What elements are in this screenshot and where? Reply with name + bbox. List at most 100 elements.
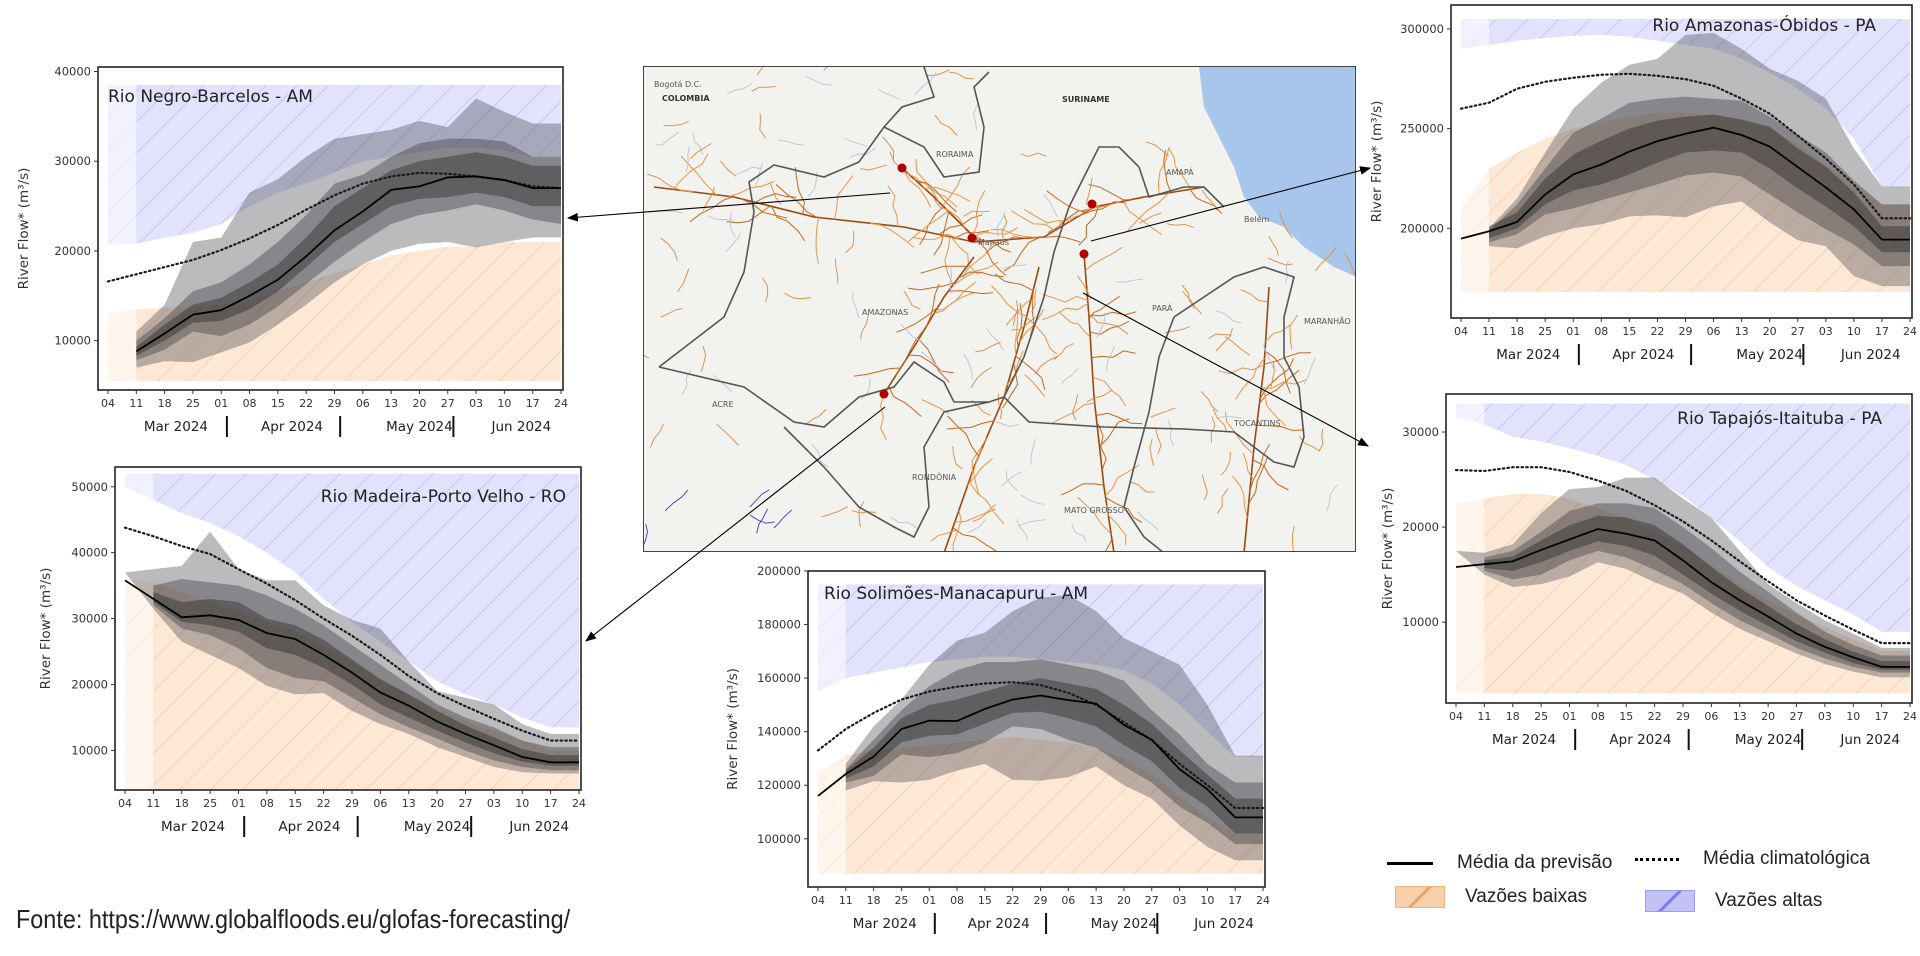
legend-climatology: Média climatológica xyxy=(1635,848,1870,870)
y-tick-label: 30000 xyxy=(54,154,91,168)
x-tick-label: 10 xyxy=(1847,325,1861,338)
y-axis-label: River Flow* (m³/s) xyxy=(1369,101,1385,223)
map-label-rondonia: RONDÔNIA xyxy=(912,471,957,482)
ensemble-band-inner xyxy=(153,592,579,766)
source-caption: Fonte: https://www.globalfloods.eu/glofa… xyxy=(16,904,571,934)
x-tick-label: 04 xyxy=(1449,710,1463,723)
map-label-roraima: RORAIMA xyxy=(936,150,974,159)
station-porto-velho[interactable] xyxy=(879,389,889,399)
x-tick-label: 06 xyxy=(1707,325,1721,338)
high-flow-swatch-icon xyxy=(1645,890,1695,912)
chart-rio-negro-barcelos: Rio Negro-Barcelos - AM 10000 20000 30000 40… xyxy=(16,64,568,437)
x-tick-label: 24 xyxy=(1903,325,1917,338)
plot-area xyxy=(1446,394,1912,703)
ensemble-band-outer xyxy=(845,595,1263,861)
station-manacapuru[interactable] xyxy=(967,233,977,243)
x-tick-label: 27 xyxy=(1791,325,1805,338)
month-label: May 2024 xyxy=(1091,916,1158,932)
y-tick-label: 160000 xyxy=(757,671,801,685)
legend-climatology-label: Média climatológica xyxy=(1703,848,1870,869)
x-tick-label: 18 xyxy=(158,397,172,410)
map-label-colombia: COLOMBIA xyxy=(662,94,710,103)
ensemble-band-outer xyxy=(1456,477,1910,678)
x-tick-label: 17 xyxy=(1228,894,1242,907)
legend: Média da previsão Média climatológica Va… xyxy=(1385,842,1920,922)
y-tick-label: 20000 xyxy=(54,244,91,258)
x-tick-label: 18 xyxy=(1510,325,1524,338)
x-tick-label: 29 xyxy=(1676,710,1690,723)
plot-area xyxy=(98,67,563,390)
ensemble-band-middle xyxy=(1489,96,1910,267)
map-label-suriname: SURINAME xyxy=(1062,95,1110,104)
y-tick-label: 200000 xyxy=(757,564,801,578)
x-tick-label: 08 xyxy=(1591,710,1605,723)
chart-title: Rio Amazonas-Óbidos - PA xyxy=(1652,14,1876,36)
x-tick-label: 22 xyxy=(1006,894,1020,907)
past-week-shade xyxy=(98,67,137,390)
x-tick-label: 10 xyxy=(1200,894,1214,907)
low-flow-area xyxy=(1461,112,1910,293)
low-flow-area xyxy=(1456,493,1910,694)
x-tick-label: 08 xyxy=(260,797,274,810)
x-tick-label: 27 xyxy=(459,797,473,810)
y-tick-label: 10000 xyxy=(1402,615,1439,629)
x-tick-label: 17 xyxy=(1875,325,1889,338)
plot-area xyxy=(808,571,1265,887)
month-label: Jun 2024 xyxy=(1193,916,1254,932)
x-tick-label: 24 xyxy=(572,797,586,810)
station-barcelos[interactable] xyxy=(897,163,907,173)
map-label-para: PARÁ xyxy=(1152,302,1173,313)
y-tick-label: 200000 xyxy=(1400,221,1444,235)
x-tick-label: 08 xyxy=(243,397,257,410)
y-tick-label: 20000 xyxy=(71,678,108,692)
map-label-tocantins: TOCANTINS xyxy=(1233,419,1281,428)
x-tick-label: 03 xyxy=(469,397,483,410)
chart-title: Rio Solimões-Manacapuru - AM xyxy=(824,584,1088,604)
y-tick-label: 250000 xyxy=(1400,122,1444,136)
past-week-shade xyxy=(115,467,154,790)
x-tick-label: 17 xyxy=(1875,710,1889,723)
x-tick-label: 22 xyxy=(299,397,313,410)
x-tick-label: 13 xyxy=(1735,325,1749,338)
x-tick-label: 03 xyxy=(487,797,501,810)
x-tick-label: 24 xyxy=(1256,894,1270,907)
plot-frame xyxy=(1450,4,1913,319)
x-tick-label: 03 xyxy=(1173,894,1187,907)
month-label: Jun 2024 xyxy=(490,419,551,435)
month-label: Mar 2024 xyxy=(1496,347,1560,363)
y-tick-label: 140000 xyxy=(757,725,801,739)
y-tick-label: 20000 xyxy=(1402,520,1439,534)
month-label: May 2024 xyxy=(386,419,453,435)
x-tick-label: 18 xyxy=(867,894,881,907)
past-week-shade xyxy=(808,571,846,887)
map-label-belem: Belém xyxy=(1244,214,1270,224)
map-label-manaus: Manaus xyxy=(978,238,1009,247)
plot-frame xyxy=(114,466,582,791)
x-tick-label: 01 xyxy=(922,894,936,907)
low-flow-swatch-icon xyxy=(1395,886,1445,908)
x-tick-label: 11 xyxy=(146,797,160,810)
x-tick-label: 22 xyxy=(1650,325,1664,338)
x-tick-label: 13 xyxy=(1733,710,1747,723)
x-tick-label: 01 xyxy=(232,797,246,810)
station-itaituba[interactable] xyxy=(1079,249,1089,259)
x-tick-label: 15 xyxy=(271,397,285,410)
dotted-line-icon xyxy=(1635,857,1679,861)
x-tick-label: 15 xyxy=(1622,325,1636,338)
legend-forecast-mean: Média da previsão xyxy=(1387,852,1612,874)
y-tick-label: 10000 xyxy=(54,334,91,348)
chart-rio-tapajos-itaituba: Rio Tapajós-Itaituba - PA 10000 20000 30000… xyxy=(1380,393,1917,750)
x-tick-label: 11 xyxy=(1477,710,1491,723)
high-flow-area xyxy=(108,84,561,245)
station-obidos[interactable] xyxy=(1087,199,1097,209)
plot-frame xyxy=(1445,393,1913,704)
x-tick-label: 06 xyxy=(356,397,370,410)
ensemble-band-middle xyxy=(153,579,579,771)
high-flow-area xyxy=(1461,18,1910,187)
climatology-mean-line xyxy=(106,171,563,283)
solid-line-icon xyxy=(1387,861,1433,865)
y-tick-label: 300000 xyxy=(1400,22,1444,36)
map-label-amapa: AMAPÁ xyxy=(1166,166,1194,177)
x-tick-label: 29 xyxy=(1679,325,1693,338)
y-axis-label: River Flow* (m³/s) xyxy=(1380,488,1396,610)
